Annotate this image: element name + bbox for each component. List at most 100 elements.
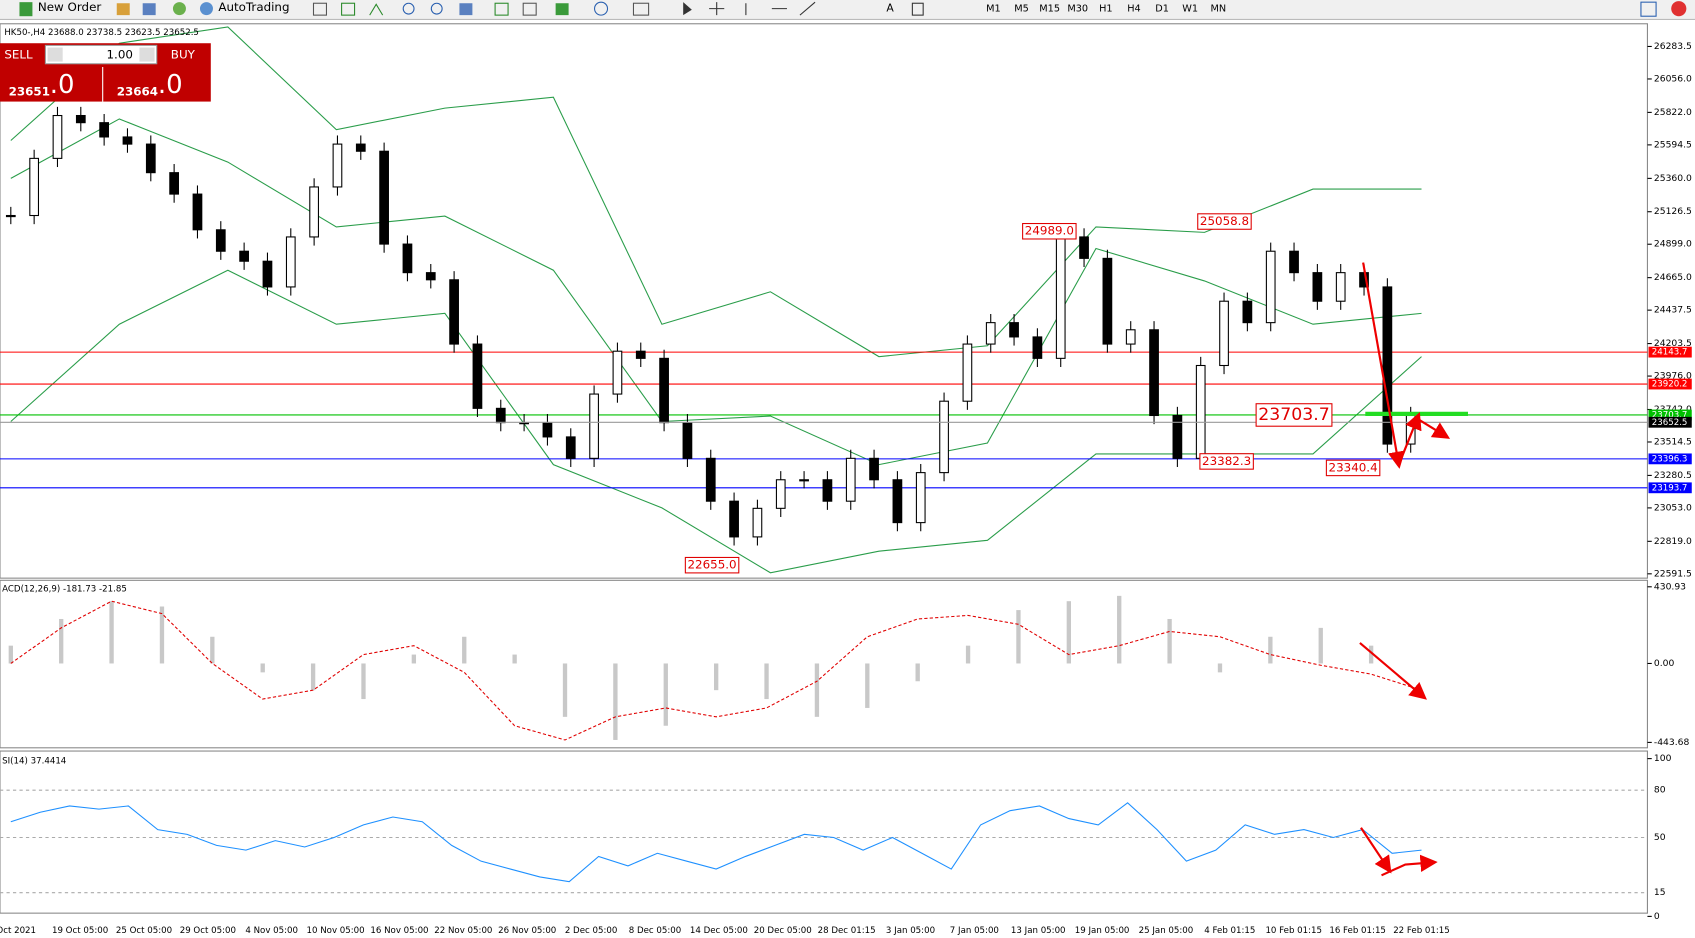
- candle: [1289, 250, 1299, 274]
- candle: [542, 422, 553, 438]
- rsi-line: [10, 802, 1422, 883]
- candle: [822, 479, 833, 502]
- price-annotation: 24989.0: [1025, 224, 1074, 238]
- tool-icon[interactable]: [312, 2, 328, 16]
- annotation-box: [1022, 222, 1077, 240]
- x-tick-label: 16 Nov 05:00: [370, 926, 428, 936]
- y-tick-label: 23976.0: [1654, 371, 1692, 382]
- search[interactable]: [1640, 1, 1657, 17]
- new-order-icon[interactable]: [19, 2, 33, 17]
- label-tool[interactable]: [911, 2, 924, 16]
- level-label: 23920.2: [1652, 380, 1688, 390]
- candle: [99, 122, 110, 138]
- x-tick-label: 8 Dec 05:00: [629, 926, 682, 936]
- tool-icon[interactable]: [369, 3, 384, 16]
- candle: [1382, 286, 1393, 445]
- autotrading-icon[interactable]: [199, 2, 213, 16]
- toolbar: [0, 0, 1695, 20]
- timeframe-button[interactable]: M1: [986, 4, 1001, 15]
- candle: [75, 114, 86, 124]
- buy-price[interactable]: 23664: [117, 84, 158, 98]
- y-tick-label: 24203.5: [1654, 338, 1692, 349]
- sell-button[interactable]: SELL: [4, 48, 33, 62]
- candle: [425, 272, 436, 281]
- candle: [5, 214, 16, 218]
- macd-signal: [10, 600, 1422, 741]
- timeframe-button[interactable]: H1: [1099, 4, 1113, 15]
- candle: [985, 322, 996, 345]
- zoom-out[interactable]: [430, 2, 443, 15]
- tool-icon[interactable]: [459, 3, 473, 16]
- macd-bar: [865, 663, 870, 708]
- arrow: [1360, 827, 1392, 874]
- sell-price[interactable]: 23651: [9, 84, 50, 98]
- timeframe-button[interactable]: M15: [1039, 4, 1060, 15]
- axes: 26283.5 26056.0 25822.0 25594.5 25360.0 25126…: [0, 41, 1692, 936]
- zoom-in[interactable]: [402, 2, 415, 15]
- sell-price-fraction[interactable]: .0: [50, 70, 75, 100]
- macd-bar: [512, 654, 517, 664]
- macd-bar: [310, 663, 316, 691]
- macd-bar: [8, 645, 13, 664]
- arrow: [1397, 412, 1422, 466]
- level-label: 23396.3: [1652, 454, 1688, 464]
- timeframe-button[interactable]: M5: [1014, 4, 1029, 15]
- level-label: 23703.7: [1652, 410, 1688, 420]
- order-panel: SELL 1.00 BUY 23651 .0 23664 .0: [0, 43, 211, 102]
- volume-up[interactable]: [139, 47, 155, 62]
- tool-icon[interactable]: [172, 2, 186, 16]
- x-tick-label: 22 Nov 05:00: [434, 926, 492, 936]
- macd-bar: [1117, 595, 1122, 664]
- tool-icon[interactable]: [632, 2, 650, 16]
- tool-icon[interactable]: [341, 2, 356, 16]
- timeframe-button[interactable]: W1: [1182, 4, 1198, 15]
- cursor-tool[interactable]: [683, 2, 692, 16]
- x-tick-label: 19 Oct 05:00: [52, 926, 108, 936]
- candle: [705, 457, 716, 502]
- volume-down[interactable]: [47, 47, 63, 62]
- annotation-box: [1325, 459, 1381, 477]
- candle: [145, 143, 156, 174]
- new-order-button[interactable]: New Order: [38, 0, 102, 14]
- timeframe-button[interactable]: MN: [1210, 4, 1226, 15]
- arrow: [1417, 418, 1451, 439]
- y-tick-label: 22819.0: [1654, 536, 1692, 547]
- x-tick-label: 2 Dec 05:00: [565, 926, 618, 936]
- timeframe-button[interactable]: M30: [1067, 4, 1088, 15]
- buy-button[interactable]: BUY: [171, 48, 196, 62]
- candle: [1055, 236, 1066, 359]
- arrow: [1359, 642, 1427, 700]
- text-tool[interactable]: A: [886, 2, 894, 15]
- tool-icon[interactable]: [142, 3, 156, 16]
- tool-icon[interactable]: [494, 2, 509, 16]
- buy-price-fraction[interactable]: .0: [158, 70, 183, 100]
- timeframe-button[interactable]: D1: [1155, 4, 1169, 15]
- volume[interactable]: 1.00: [107, 48, 133, 62]
- tool-icon[interactable]: [116, 3, 130, 16]
- candle: [495, 407, 506, 424]
- x-tick-label: 29 Oct 05:00: [180, 926, 236, 936]
- x-tick-label: 13 Jan 05:00: [1011, 926, 1066, 936]
- y-tick-label: 80: [1654, 785, 1666, 796]
- macd-bar: [965, 645, 971, 664]
- candle: [962, 343, 973, 402]
- tool-icon[interactable]: [522, 2, 537, 16]
- level-tag: [1648, 453, 1692, 465]
- autotrading-button[interactable]: AutoTrading: [218, 0, 289, 14]
- candle: [869, 457, 879, 481]
- candle: [1009, 322, 1019, 338]
- macd-bar: [159, 606, 165, 664]
- bid-tag: [1648, 416, 1692, 428]
- arrow: [1362, 262, 1406, 469]
- level-tag: [1648, 409, 1692, 421]
- volume-box[interactable]: [44, 44, 158, 65]
- line-tools[interactable]: [745, 1, 816, 16]
- y-tick-label: 15: [1654, 887, 1666, 898]
- tool-icon[interactable]: [555, 3, 569, 16]
- x-tick-label: 4 Nov 05:00: [245, 926, 298, 936]
- tool-icon[interactable]: [594, 1, 609, 16]
- notifications[interactable]: [1671, 1, 1687, 17]
- crosshair-tool[interactable]: [709, 2, 725, 16]
- macd-bar: [814, 663, 820, 717]
- timeframe-button[interactable]: H4: [1127, 4, 1141, 15]
